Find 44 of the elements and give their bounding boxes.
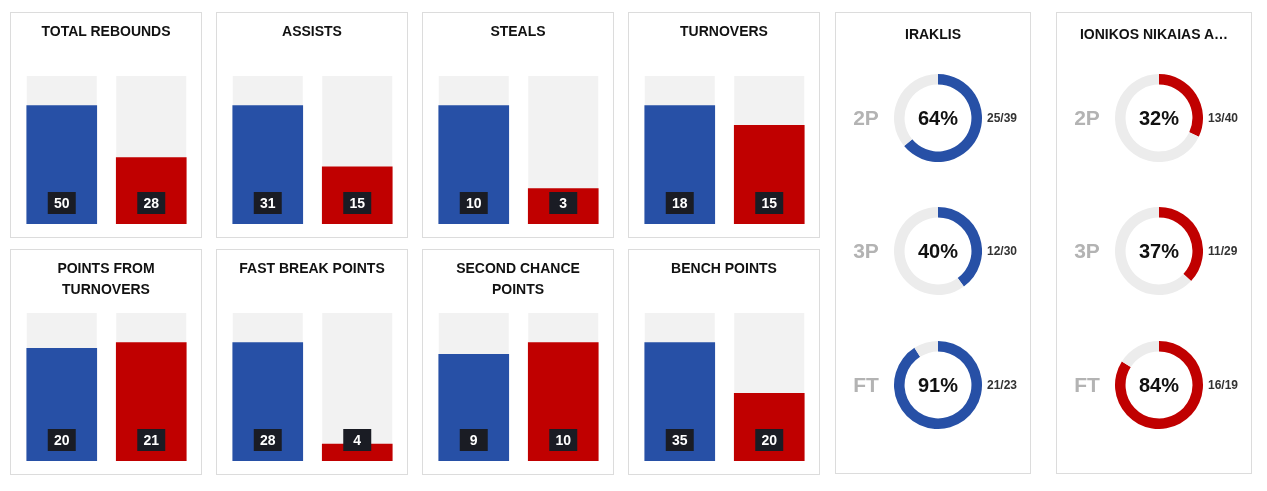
data-label: 84% (1138, 373, 1180, 396)
data-label: 37% (1138, 239, 1180, 262)
data-label: 35 (671, 431, 688, 448)
text: 3P (852, 239, 880, 263)
chart-title: SECOND CHANCE POINTS (455, 259, 581, 299)
data-label: 40% (917, 239, 959, 262)
data-label: 21 (143, 431, 160, 448)
data-label: 15 (761, 194, 778, 211)
chart-title: STEALS (489, 22, 547, 41)
text: 16/19 (1208, 376, 1239, 393)
text: 25/39 (987, 109, 1018, 126)
data-label: 91% (917, 373, 959, 396)
chart-title: FAST BREAK POINTS (238, 259, 386, 278)
data-label: 15 (349, 194, 366, 211)
text: IRAKLIS (904, 25, 962, 44)
data-label: 18 (671, 194, 688, 211)
data-label: 50 (53, 194, 70, 211)
data-label: 31 (259, 194, 276, 211)
data-label: 3 (559, 194, 568, 211)
data-label: 28 (143, 194, 160, 211)
data-label: 20 (53, 431, 70, 448)
data-label: 64% (917, 106, 959, 129)
text: FT (852, 372, 880, 397)
text: 3P (1073, 239, 1101, 263)
text: 2P (852, 105, 880, 130)
data-label: 10 (465, 194, 482, 211)
data-label: 32% (1138, 106, 1180, 129)
text: 12/30 (987, 243, 1018, 259)
chart-title: ASSISTS (281, 22, 343, 41)
chart-title: TURNOVERS (679, 22, 769, 41)
data-label: 28 (259, 431, 276, 448)
text: 21/23 (987, 376, 1018, 393)
data-label: 9 (469, 431, 478, 448)
data-label: 10 (555, 431, 572, 448)
chart-title: POINTS FROM TURNOVERS (56, 259, 156, 299)
chart-title: TOTAL REBOUNDS (40, 22, 172, 41)
text: 2P (1073, 105, 1101, 130)
chart-title: BENCH POINTS (670, 259, 778, 278)
data-label: 20 (761, 431, 778, 448)
text: FT (1073, 372, 1101, 397)
text: 11/29 (1208, 243, 1238, 259)
text: IONIKOS NIKAIAS A… (1078, 25, 1229, 44)
data-label: 4 (353, 431, 362, 448)
text: 13/40 (1208, 109, 1239, 126)
